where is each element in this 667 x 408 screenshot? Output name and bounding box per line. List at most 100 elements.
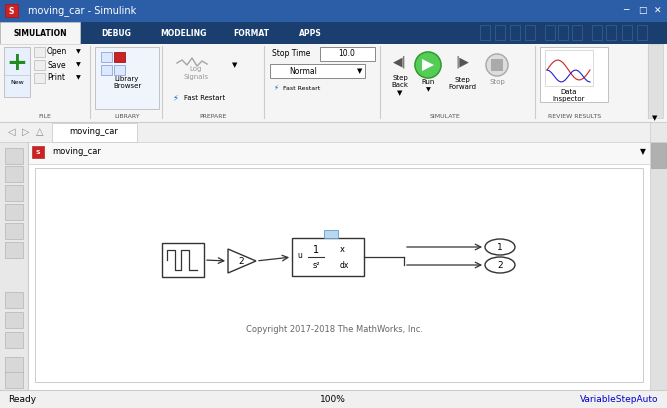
Text: ◀|: ◀| [393, 55, 407, 69]
Bar [472, 22, 652, 44]
Text: SIMULATION: SIMULATION [13, 29, 67, 38]
Text: ─: ─ [624, 7, 629, 16]
Bar [28, 142, 650, 164]
Text: FORMAT: FORMAT [233, 29, 269, 38]
Bar [572, 25, 582, 40]
Text: □: □ [638, 7, 646, 16]
Bar [0, 142, 28, 390]
Text: ✕: ✕ [654, 7, 662, 16]
Bar [5, 166, 23, 182]
Text: Step: Step [392, 75, 408, 81]
Text: u: u [297, 251, 302, 260]
Text: Stop Time: Stop Time [272, 49, 310, 58]
Polygon shape [228, 249, 256, 273]
Bar [618, 0, 634, 22]
Ellipse shape [485, 239, 515, 255]
Bar [648, 44, 663, 118]
Bar [5, 242, 23, 258]
Bar [34, 47, 45, 57]
Text: Back: Back [392, 82, 408, 88]
Bar [101, 65, 112, 75]
Bar [5, 204, 23, 220]
Text: ▼: ▼ [426, 87, 430, 93]
Text: New: New [10, 80, 24, 86]
Ellipse shape [485, 257, 515, 273]
Text: Fast Restart: Fast Restart [283, 86, 320, 91]
Text: Library
Browser: Library Browser [113, 75, 141, 89]
Bar [52, 123, 137, 142]
Text: ▼: ▼ [232, 62, 237, 68]
Bar [606, 25, 616, 40]
Bar [495, 25, 505, 40]
Text: |▶: |▶ [455, 55, 469, 69]
Text: Ready: Ready [8, 395, 36, 404]
Bar [5, 292, 23, 308]
Bar [637, 25, 647, 40]
Text: ▼: ▼ [358, 68, 363, 74]
Text: APPS: APPS [299, 29, 321, 38]
Bar [0, 44, 667, 122]
Text: 1: 1 [313, 245, 319, 255]
Text: ◁: ◁ [8, 127, 16, 137]
Text: FILE: FILE [39, 113, 51, 118]
Text: 100%: 100% [320, 395, 346, 404]
Text: 2: 2 [497, 260, 503, 270]
Text: DEBUG: DEBUG [101, 29, 131, 38]
Text: 2: 2 [238, 257, 244, 266]
Text: Copyright 2017-2018 The MathWorks, Inc.: Copyright 2017-2018 The MathWorks, Inc. [247, 326, 424, 335]
Bar [34, 60, 45, 70]
Text: Print: Print [47, 73, 65, 82]
Text: moving_car - Simulink: moving_car - Simulink [28, 6, 136, 16]
Bar [101, 52, 112, 62]
Bar [114, 65, 125, 75]
Circle shape [415, 52, 441, 78]
Text: LIBRARY: LIBRARY [114, 113, 140, 118]
Bar [0, 122, 667, 142]
Text: ▼: ▼ [75, 62, 81, 67]
Text: dx: dx [340, 260, 349, 270]
Text: Log
Signals: Log Signals [183, 67, 209, 80]
Text: Save: Save [47, 60, 65, 69]
Text: moving_car: moving_car [69, 127, 119, 137]
Bar [292, 238, 364, 276]
Bar [650, 142, 667, 390]
Bar [540, 47, 608, 102]
Text: △: △ [36, 127, 44, 137]
Bar [320, 47, 375, 61]
Text: ▼: ▼ [75, 75, 81, 80]
Text: 1: 1 [497, 242, 503, 251]
Bar [35, 168, 643, 382]
Bar [34, 73, 45, 83]
Bar [650, 0, 666, 22]
Text: Fast Restart: Fast Restart [184, 95, 225, 101]
Bar [650, 122, 667, 142]
Bar [545, 50, 593, 86]
Bar [558, 25, 568, 40]
Bar [114, 52, 125, 62]
Text: s²: s² [312, 260, 319, 270]
Bar [0, 22, 80, 44]
Bar [634, 0, 650, 22]
Text: x: x [340, 244, 344, 253]
Bar [491, 59, 503, 71]
Bar [510, 25, 520, 40]
Text: 10.0: 10.0 [339, 49, 356, 58]
Text: S: S [9, 7, 14, 16]
Bar [324, 230, 338, 238]
Bar [5, 312, 23, 328]
Bar [5, 4, 18, 17]
Text: ▼: ▼ [75, 49, 81, 55]
Bar [5, 223, 23, 239]
Bar [622, 25, 632, 40]
Bar [5, 148, 23, 164]
Text: ▼: ▼ [398, 90, 403, 96]
Bar [114, 52, 125, 62]
Bar [170, 47, 226, 97]
Text: ▷: ▷ [22, 127, 30, 137]
Bar [5, 357, 23, 373]
Bar [0, 0, 667, 22]
Bar [32, 146, 44, 158]
Text: Open: Open [47, 47, 67, 56]
Text: ⚡: ⚡ [273, 85, 278, 91]
Text: MODELING: MODELING [160, 29, 206, 38]
